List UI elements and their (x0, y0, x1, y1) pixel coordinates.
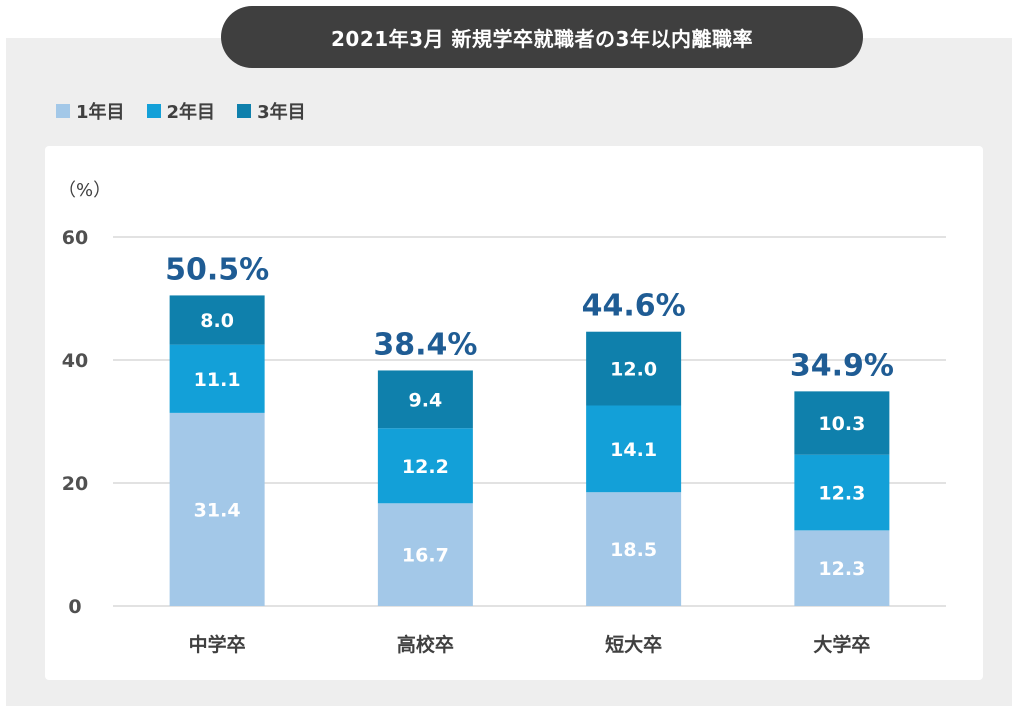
legend-item-year2: 2年目 (146, 98, 216, 124)
legend-swatch-year3 (237, 104, 252, 118)
bar-value-label: 10.3 (818, 413, 865, 435)
bar-value-label: 9.4 (409, 389, 443, 411)
y-axis-ticks: 0 20 40 60 (62, 227, 88, 618)
y-tick-label: 60 (62, 227, 88, 249)
y-axis-unit-label: （%） (58, 180, 111, 201)
bar-segment (377, 428, 473, 504)
bar-segment (377, 503, 473, 606)
bar-segment (586, 492, 682, 606)
bar-value-label: 12.3 (818, 558, 865, 580)
bar-value-label: 31.4 (194, 499, 241, 521)
bar-total-label: 44.6% (582, 289, 686, 324)
x-category-label: 大学卒 (813, 633, 870, 656)
bar-total-label: 38.4% (373, 327, 477, 362)
y-tick-label: 40 (62, 350, 88, 372)
bar-segment (169, 412, 265, 606)
bar-value-label: 11.1 (194, 369, 241, 391)
bar-value-label: 16.7 (402, 545, 449, 567)
chart-title: 2021年3月 新規学卒就職者の3年以内離職率 (221, 6, 863, 68)
bar-value-label: 18.5 (610, 539, 657, 561)
bar-segment (377, 370, 473, 429)
legend-swatch-year2 (146, 104, 161, 118)
x-category-label: 短大卒 (605, 633, 662, 656)
bar-value-label: 12.2 (402, 456, 449, 478)
total-labels: 50.5% 38.4% 44.6% 34.9% (165, 252, 894, 383)
legend-label-year2: 2年目 (166, 102, 216, 123)
bar-segment (794, 530, 890, 606)
bar-value-label: 14.1 (610, 439, 657, 461)
bar-segment (794, 391, 890, 455)
bar-segment (586, 405, 682, 493)
x-category-label: 高校卒 (397, 633, 454, 656)
bar-value-label: 12.0 (610, 359, 657, 381)
x-category-label: 中学卒 (189, 633, 246, 656)
x-axis-labels: 中学卒 高校卒 短大卒 大学卒 (189, 633, 871, 656)
bar-segment (586, 331, 682, 406)
bar-segment (169, 295, 265, 345)
bar-segment (169, 344, 265, 413)
legend-item-year1: 1年目 (56, 98, 125, 124)
bar-total-label: 50.5% (165, 252, 269, 287)
legend: 1年目 2年目 3年目 (56, 98, 306, 124)
legend-label-year1: 1年目 (76, 102, 125, 123)
bar-segment (794, 454, 890, 531)
bar-value-label: 12.3 (818, 483, 865, 505)
bars: 31.4 11.1 8.0 16.7 12.2 9.4 18.5 14.1 12.0 12.3 12… (169, 295, 890, 606)
bar-value-label: 8.0 (200, 310, 234, 332)
legend-label-year3: 3年目 (257, 102, 306, 123)
y-tick-label: 0 (68, 596, 81, 618)
legend-swatch-year1 (56, 104, 70, 118)
bar-total-label: 34.9% (790, 348, 894, 383)
legend-item-year3: 3年目 (237, 98, 306, 124)
y-tick-label: 20 (62, 473, 88, 495)
